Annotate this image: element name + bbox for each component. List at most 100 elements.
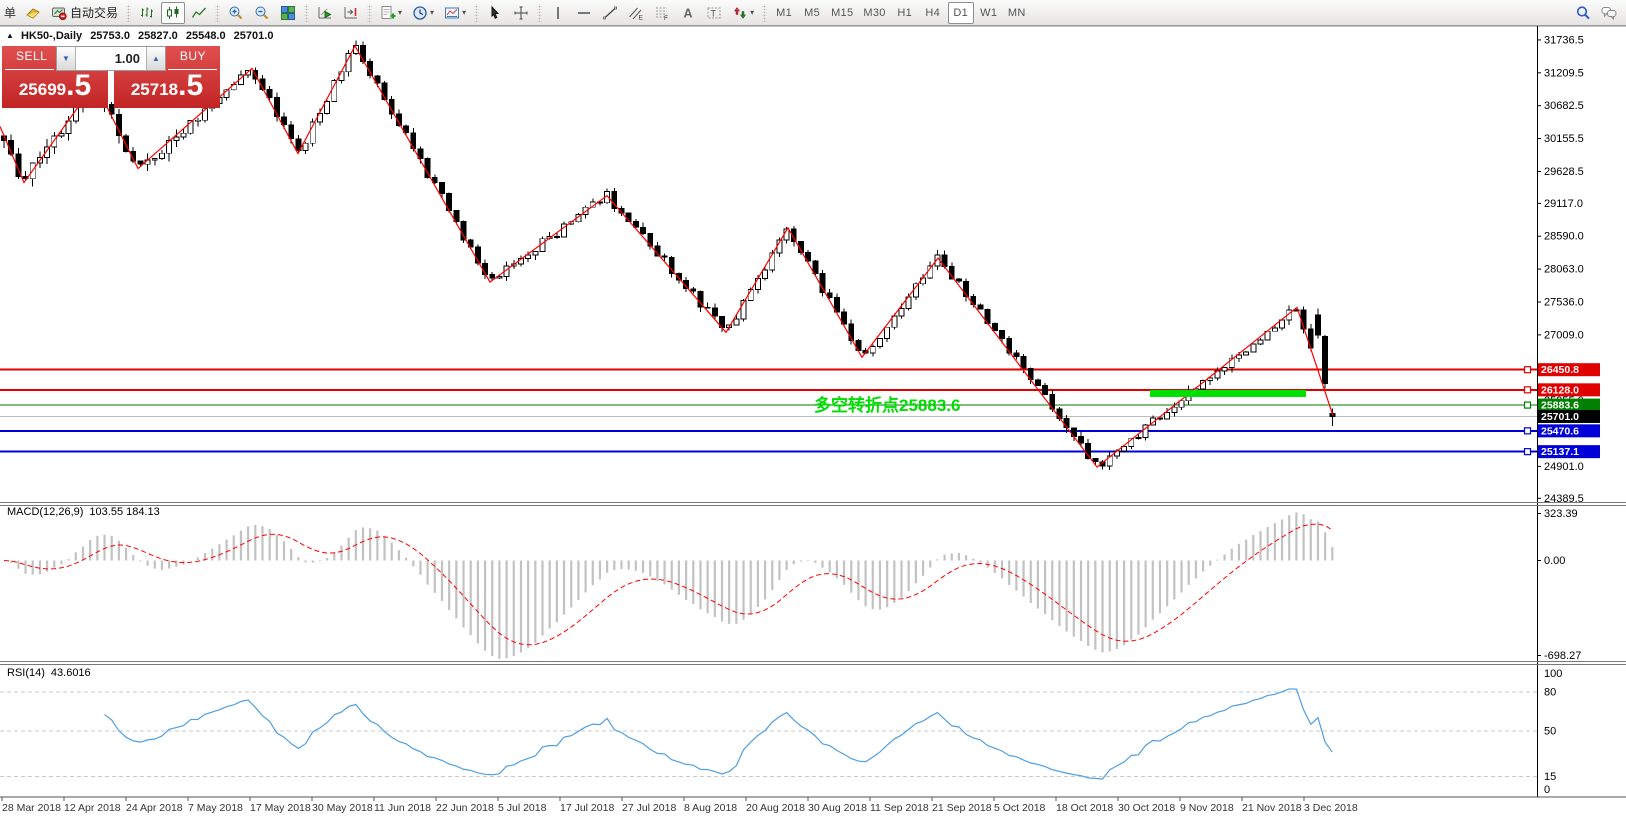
svg-text:21 Sep 2018: 21 Sep 2018 bbox=[932, 802, 992, 814]
search-icon bbox=[1576, 5, 1590, 19]
cursor-button[interactable] bbox=[483, 2, 507, 24]
fibonacci-button[interactable]: F bbox=[650, 2, 674, 24]
timeframe-m1[interactable]: M1 bbox=[776, 6, 793, 19]
bar-chart-button[interactable] bbox=[135, 2, 159, 24]
text-label-button[interactable]: T bbox=[702, 2, 726, 24]
auto-scroll-button[interactable] bbox=[313, 2, 337, 24]
timeframe-h4[interactable]: H4 bbox=[925, 6, 941, 19]
periods-button[interactable]: ▾ bbox=[408, 2, 438, 24]
svg-text:28 Mar 2018: 28 Mar 2018 bbox=[2, 802, 61, 814]
svg-text:30 Oct 2018: 30 Oct 2018 bbox=[1118, 802, 1175, 814]
time-axis: 28 Mar 2018 12 Apr 2018 24 Apr 2018 7 May 2… bbox=[0, 796, 1626, 814]
macd-pane: 323.39 0.00 -698.27 bbox=[3, 508, 1581, 662]
tile-windows-icon bbox=[281, 5, 296, 20]
macd-pane-label: MACD(12,26,9) 103.55 184.13 bbox=[7, 506, 160, 518]
svg-text:25883.6: 25883.6 bbox=[1541, 400, 1579, 412]
svg-text:30155.5: 30155.5 bbox=[1544, 133, 1584, 145]
timeframe-mn[interactable]: MN bbox=[1007, 6, 1026, 19]
indicators-button[interactable]: ▾ bbox=[376, 2, 406, 24]
svg-text:18 Oct 2018: 18 Oct 2018 bbox=[1056, 802, 1113, 814]
timeframe-m15[interactable]: M15 bbox=[831, 6, 854, 19]
dropdown-caret-icon[interactable]: ▾ bbox=[430, 8, 435, 17]
svg-text:27009.0: 27009.0 bbox=[1544, 329, 1584, 341]
chart-shift-button[interactable] bbox=[339, 2, 363, 24]
svg-text:5 Oct 2018: 5 Oct 2018 bbox=[994, 802, 1046, 814]
cursor-icon bbox=[491, 5, 500, 19]
svg-text:8 Aug 2018: 8 Aug 2018 bbox=[684, 802, 737, 814]
metaeditor-button[interactable] bbox=[21, 2, 45, 24]
sell-label: SELL bbox=[16, 49, 48, 63]
svg-text:30682.5: 30682.5 bbox=[1544, 100, 1584, 112]
horizontal-line-button[interactable] bbox=[572, 2, 596, 24]
volume-control: ▼ ▲ bbox=[56, 46, 166, 71]
svg-text:25470.6: 25470.6 bbox=[1541, 425, 1579, 437]
svg-text:15: 15 bbox=[1544, 771, 1556, 783]
svg-text:27536.0: 27536.0 bbox=[1544, 296, 1584, 308]
dropdown-caret-icon[interactable]: ▾ bbox=[462, 8, 467, 17]
rsi-name: RSI(14) bbox=[7, 667, 45, 679]
chat-icon bbox=[1601, 6, 1617, 20]
vertical-line-button[interactable] bbox=[546, 2, 570, 24]
tile-windows-button[interactable] bbox=[276, 2, 300, 24]
svg-text:24901.0: 24901.0 bbox=[1544, 461, 1584, 473]
zoom-in-button[interactable] bbox=[224, 2, 248, 24]
auto-scroll-icon bbox=[318, 6, 332, 18]
dropdown-caret-icon[interactable]: ▾ bbox=[398, 8, 403, 17]
buy-label: BUY bbox=[179, 49, 206, 63]
search-button[interactable] bbox=[1571, 2, 1595, 24]
toolbar-separator bbox=[474, 3, 480, 22]
rsi-pane-label: RSI(14) 43.6016 bbox=[7, 667, 91, 679]
svg-text:323.39: 323.39 bbox=[1544, 508, 1578, 520]
candlestick-chart-button[interactable] bbox=[161, 1, 186, 24]
trendline-button[interactable] bbox=[598, 2, 622, 24]
text-button[interactable]: A bbox=[676, 2, 700, 24]
fibonacci-icon: F bbox=[656, 7, 668, 21]
toolbar-separator bbox=[367, 3, 373, 22]
svg-text:A: A bbox=[684, 6, 693, 20]
chart-title: ▲ HK50-,Daily 25753.0 25827.0 25548.0 25… bbox=[6, 30, 278, 42]
svg-text:20 Aug 2018: 20 Aug 2018 bbox=[746, 802, 805, 814]
chart-close-value: 25701.0 bbox=[233, 30, 274, 42]
new-order-button[interactable]: 单 bbox=[4, 6, 17, 20]
text-label-icon: T bbox=[707, 7, 721, 18]
dropdown-caret-icon[interactable]: ▾ bbox=[750, 8, 755, 17]
timeframe-d1[interactable]: D1 bbox=[947, 1, 974, 24]
chart-frame bbox=[0, 25, 1626, 797]
svg-text:25137.1: 25137.1 bbox=[1541, 446, 1579, 458]
autotrading-button[interactable]: 自动交易 bbox=[47, 2, 122, 24]
volume-decrease-button[interactable]: ▼ bbox=[57, 47, 76, 70]
svg-text:T: T bbox=[711, 8, 717, 18]
sell-underline bbox=[5, 69, 54, 70]
toolbar-separator bbox=[215, 3, 221, 22]
volume-increase-button[interactable]: ▲ bbox=[146, 47, 165, 70]
svg-text:11 Jun 2018: 11 Jun 2018 bbox=[374, 802, 431, 814]
rsi-value: 43.6016 bbox=[50, 667, 91, 679]
crosshair-button[interactable] bbox=[509, 2, 533, 24]
equidistant-channel-button[interactable]: E bbox=[624, 2, 648, 24]
arrows-button[interactable]: ▾ bbox=[728, 2, 758, 24]
zoom-out-button[interactable] bbox=[250, 2, 274, 24]
channel-icon: E bbox=[629, 7, 644, 21]
turning-point-annotation: 多空转折点25883.6 bbox=[814, 396, 961, 415]
chart-open-value: 25753.0 bbox=[90, 30, 130, 42]
toolbar-separator bbox=[126, 3, 132, 22]
line-chart-button[interactable] bbox=[187, 2, 211, 24]
timeframe-w1[interactable]: W1 bbox=[980, 6, 998, 19]
timeframe-m5[interactable]: M5 bbox=[804, 6, 821, 19]
svg-text:12 Apr 2018: 12 Apr 2018 bbox=[64, 802, 121, 814]
chart-shift-icon bbox=[344, 6, 358, 18]
chart-expand-arrow-icon[interactable]: ▲ bbox=[6, 31, 14, 40]
autotrading-icon bbox=[52, 7, 67, 20]
volume-input[interactable] bbox=[76, 47, 146, 70]
svg-text:7 May 2018: 7 May 2018 bbox=[188, 802, 243, 814]
timeframe-h1[interactable]: H1 bbox=[897, 6, 913, 19]
rsi-pane: 100 80 50 150 bbox=[0, 668, 1562, 796]
svg-text:21 Nov 2018: 21 Nov 2018 bbox=[1242, 802, 1302, 814]
chat-button[interactable] bbox=[1597, 2, 1621, 24]
timeframe-m30[interactable]: M30 bbox=[863, 6, 886, 19]
macd-values: 103.55 184.13 bbox=[89, 506, 160, 518]
zoom-in-icon bbox=[229, 6, 243, 19]
one-click-trading-panel: SELL 25699.5 BUY 25718.5 ▼ ▲ bbox=[2, 46, 220, 108]
templates-button[interactable]: ▾ bbox=[440, 2, 470, 24]
